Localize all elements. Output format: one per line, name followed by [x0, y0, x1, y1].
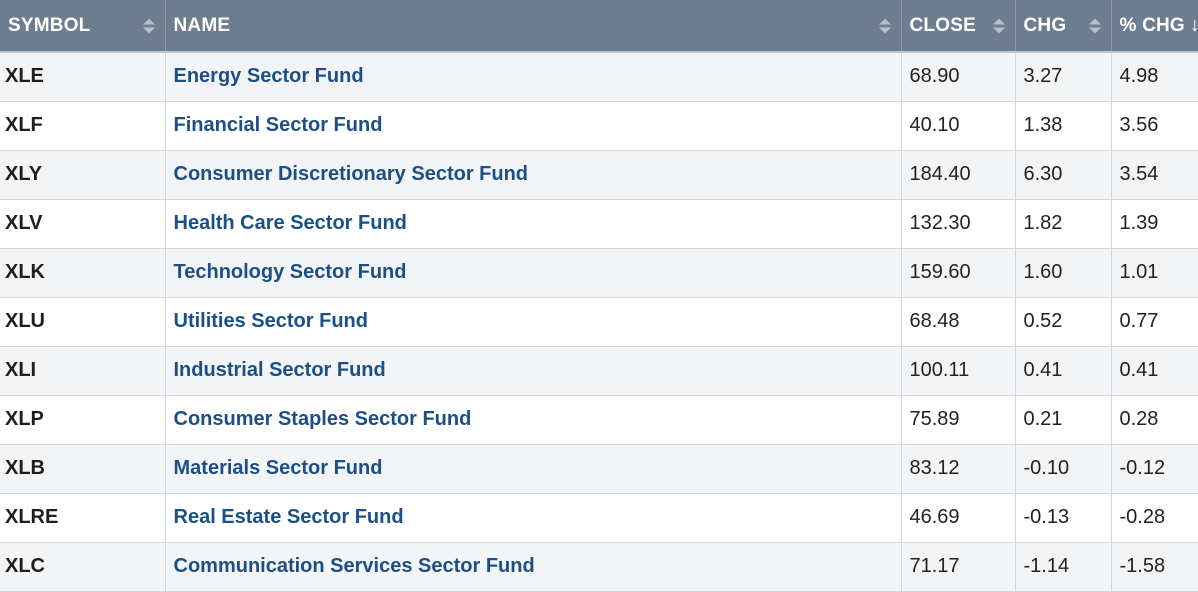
symbol-cell: XLE [0, 52, 166, 102]
name-cell: Energy Sector Fund [165, 52, 902, 102]
close-cell: 71.17 [901, 542, 1016, 592]
close-cell: 68.90 [901, 52, 1016, 102]
table-row: XLU Utilities Sector Fund 68.48 0.52 0.77 [0, 297, 1198, 347]
close-cell: 159.60 [901, 248, 1016, 298]
table-row: XLF Financial Sector Fund 40.10 1.38 3.56 [0, 101, 1198, 151]
close-cell: 40.10 [901, 101, 1016, 151]
pct-chg-cell: 3.54 [1111, 150, 1198, 200]
close-cell: 100.11 [901, 346, 1016, 396]
name-cell: Consumer Staples Sector Fund [165, 395, 902, 445]
header-chg[interactable]: CHG [1015, 0, 1112, 53]
header-symbol-label: SYMBOL [8, 14, 91, 36]
pct-chg-cell: 4.98 [1111, 52, 1198, 102]
chg-cell: -0.13 [1015, 493, 1112, 543]
sort-icon[interactable] [878, 18, 891, 33]
table-row: XLB Materials Sector Fund 83.12 -0.10 -0.12 [0, 444, 1198, 494]
sort-icon[interactable] [142, 18, 155, 33]
symbol-cell: XLRE [0, 493, 166, 543]
header-pct-chg[interactable]: % CHG ↓ [1111, 0, 1198, 53]
pct-chg-cell: 3.56 [1111, 101, 1198, 151]
close-cell: 68.48 [901, 297, 1016, 347]
chg-cell: 0.52 [1015, 297, 1112, 347]
name-cell: Consumer Discretionary Sector Fund [165, 150, 902, 200]
name-cell: Technology Sector Fund [165, 248, 902, 298]
pct-chg-cell: -1.58 [1111, 542, 1198, 592]
header-name[interactable]: NAME [165, 0, 902, 53]
symbol-cell: XLI [0, 346, 166, 396]
header-close-label: CLOSE [909, 14, 976, 36]
table-row: XLC Communication Services Sector Fund 71.… [0, 542, 1198, 592]
fund-name-link[interactable]: Materials Sector Fund [173, 457, 383, 479]
close-cell: 132.30 [901, 199, 1016, 249]
name-cell: Materials Sector Fund [165, 444, 902, 494]
close-cell: 75.89 [901, 395, 1016, 445]
name-cell: Communication Services Sector Fund [165, 542, 902, 592]
chg-cell: 6.30 [1015, 150, 1112, 200]
symbol-cell: XLB [0, 444, 166, 494]
sort-icon[interactable] [992, 18, 1005, 33]
table-row: XLP Consumer Staples Sector Fund 75.89 0.21… [0, 395, 1198, 445]
sort-desc-arrow-icon[interactable]: ↓ [1190, 14, 1198, 37]
symbol-cell: XLP [0, 395, 166, 445]
chg-cell: 3.27 [1015, 52, 1112, 102]
name-cell: Health Care Sector Fund [165, 199, 902, 249]
fund-name-link[interactable]: Utilities Sector Fund [173, 310, 368, 332]
fund-name-link[interactable]: Energy Sector Fund [173, 65, 364, 88]
header-name-label: NAME [173, 14, 231, 36]
pct-chg-cell: 1.01 [1111, 248, 1198, 298]
header-close[interactable]: CLOSE [901, 0, 1016, 53]
chg-cell: 1.82 [1015, 199, 1112, 249]
pct-chg-cell: 0.77 [1111, 297, 1198, 347]
symbol-cell: XLK [0, 248, 166, 298]
chg-cell: 1.38 [1015, 101, 1112, 151]
table-row: XLI Industrial Sector Fund 100.11 0.41 0.41 [0, 346, 1198, 396]
close-cell: 184.40 [901, 150, 1016, 200]
fund-name-link[interactable]: Industrial Sector Fund [173, 359, 386, 381]
symbol-cell: XLF [0, 101, 166, 151]
pct-chg-cell: -0.28 [1111, 493, 1198, 543]
name-cell: Industrial Sector Fund [165, 346, 902, 396]
chg-cell: 1.60 [1015, 248, 1112, 298]
pct-chg-cell: 1.39 [1111, 199, 1198, 249]
fund-name-link[interactable]: Consumer Staples Sector Fund [173, 408, 472, 430]
pct-chg-cell: 0.28 [1111, 395, 1198, 445]
table-row: XLK Technology Sector Fund 159.60 1.60 1.01 [0, 248, 1198, 298]
header-row: SYMBOL NAME CLOSE CHG % CHG ↓ [0, 0, 1198, 53]
table-row: XLRE Real Estate Sector Fund 46.69 -0.13 -0.… [0, 493, 1198, 543]
fund-name-link[interactable]: Technology Sector Fund [173, 261, 407, 283]
close-cell: 46.69 [901, 493, 1016, 543]
header-symbol[interactable]: SYMBOL [0, 0, 166, 53]
symbol-cell: XLC [0, 542, 166, 592]
table-body: XLE Energy Sector Fund 68.90 3.27 4.98 XLF Fin… [0, 52, 1198, 592]
fund-name-link[interactable]: Financial Sector Fund [173, 114, 383, 136]
name-cell: Real Estate Sector Fund [165, 493, 902, 543]
name-cell: Financial Sector Fund [165, 101, 902, 151]
fund-name-link[interactable]: Communication Services Sector Fund [173, 555, 535, 577]
symbol-cell: XLY [0, 150, 166, 200]
header-pct-chg-label: % CHG [1119, 14, 1185, 36]
fund-name-link[interactable]: Real Estate Sector Fund [173, 506, 404, 528]
chg-cell: -1.14 [1015, 542, 1112, 592]
chg-cell: 0.21 [1015, 395, 1112, 445]
close-cell: 83.12 [901, 444, 1016, 494]
fund-name-link[interactable]: Consumer Discretionary Sector Fund [173, 163, 529, 185]
pct-chg-cell: 0.41 [1111, 346, 1198, 396]
table-row: XLY Consumer Discretionary Sector Fund 184… [0, 150, 1198, 200]
pct-chg-cell: -0.12 [1111, 444, 1198, 494]
symbol-cell: XLU [0, 297, 166, 347]
chg-cell: -0.10 [1015, 444, 1112, 494]
chg-cell: 0.41 [1015, 346, 1112, 396]
fund-name-link[interactable]: Health Care Sector Fund [173, 212, 407, 234]
table-row: XLV Health Care Sector Fund 132.30 1.82 1.39 [0, 199, 1198, 249]
symbol-cell: XLV [0, 199, 166, 249]
header-chg-label: CHG [1023, 14, 1067, 36]
sort-icon[interactable] [1088, 18, 1101, 33]
table-header: SYMBOL NAME CLOSE CHG % CHG ↓ [0, 0, 1198, 53]
table-row: XLE Energy Sector Fund 68.90 3.27 4.98 [0, 52, 1198, 102]
name-cell: Utilities Sector Fund [165, 297, 902, 347]
